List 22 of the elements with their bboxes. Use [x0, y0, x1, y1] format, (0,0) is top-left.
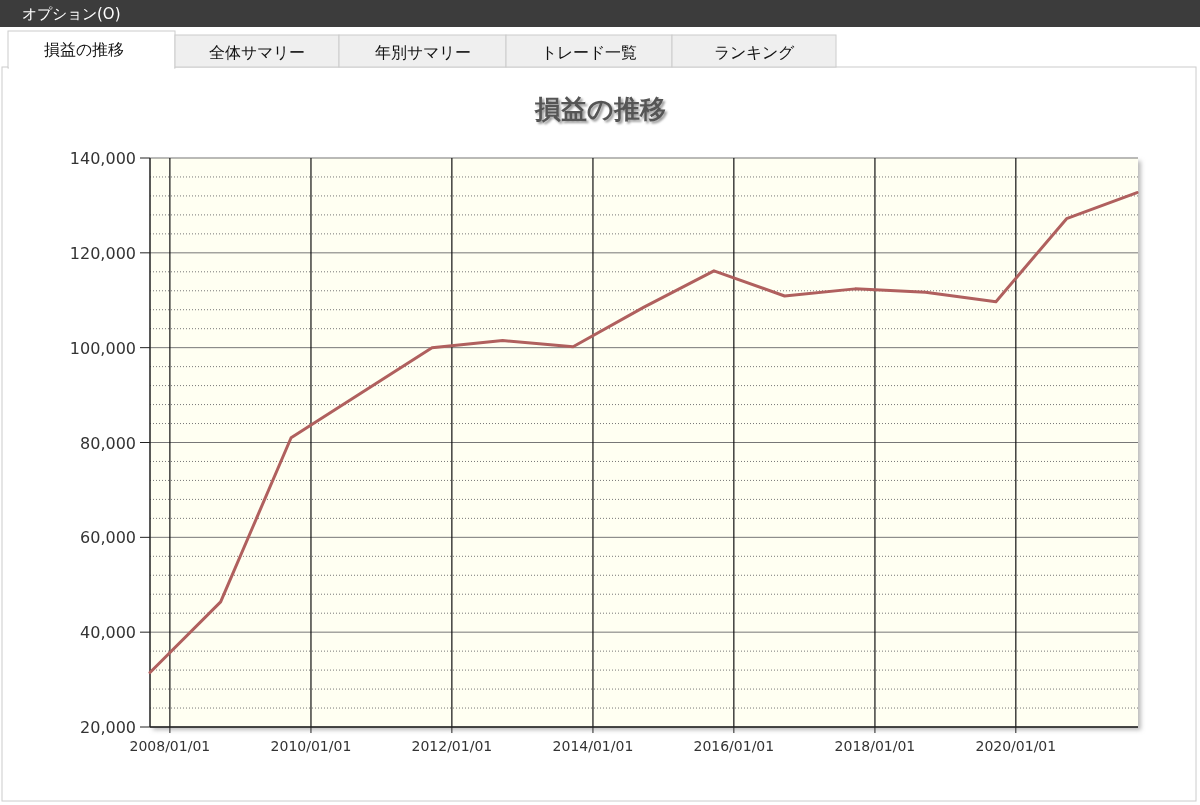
- x-tick-label: 2014/01/01: [552, 738, 634, 754]
- x-tick-label: 2012/01/01: [411, 738, 493, 754]
- text: 損益の推移: [43, 40, 124, 59]
- x-tick-label: 2008/01/01: [129, 738, 211, 754]
- chart-title: 損益の推移: [533, 94, 666, 124]
- x-tick-label: 2020/01/01: [975, 738, 1057, 754]
- y-tick-label: 60,000: [80, 528, 136, 548]
- y-tick-label: 100,000: [69, 338, 136, 358]
- y-tick-label: 120,000: [69, 243, 136, 263]
- y-tick-label: 140,000: [69, 149, 136, 168]
- y-tick-label: 20,000: [80, 718, 136, 737]
- x-tick-label: 2018/01/01: [834, 738, 916, 754]
- text: オプション(O): [22, 5, 121, 23]
- text: トレード一覧: [541, 43, 637, 62]
- text: 年別サマリー: [374, 43, 471, 62]
- x-tick-label: 2016/01/01: [693, 738, 775, 754]
- text: ランキング: [714, 43, 795, 62]
- y-tick-label: 40,000: [80, 623, 136, 643]
- y-tick-label: 80,000: [80, 433, 136, 453]
- line-series: [148, 191, 1139, 674]
- text: 全体サマリー: [209, 43, 305, 62]
- x-tick-label: 2010/01/01: [270, 738, 352, 754]
